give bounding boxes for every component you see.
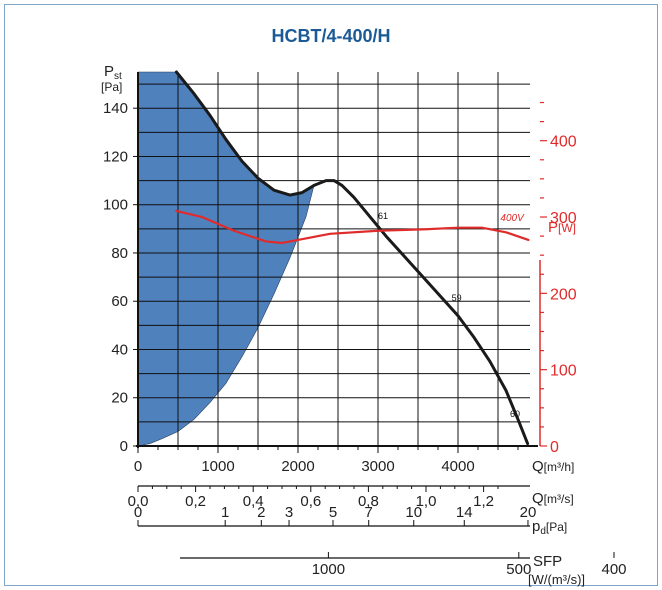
y2-tick-label: 0 [550, 439, 559, 456]
y2-tick-label: 200 [550, 286, 577, 303]
y-tick-label: 100 [103, 197, 128, 214]
scale-tick-label: 3 [285, 504, 293, 521]
scale-tick-label: 2 [257, 504, 265, 521]
scale-tick-label: 1 [221, 504, 229, 521]
scale-label-pd: pd[Pa] [532, 518, 567, 537]
y-tick-label: 40 [111, 341, 128, 358]
y-tick-label: 140 [103, 100, 128, 117]
scale-tick-label: 0,0 [128, 493, 149, 510]
annotation-label: 60 [510, 409, 520, 419]
y-axis-unit: [Pa] [101, 80, 122, 94]
x-tick-label: 2000 [281, 458, 314, 475]
annotation-label: 400V [500, 213, 525, 224]
scale-tick-label: 1,2 [473, 493, 494, 510]
y-tick-label: 20 [111, 390, 128, 407]
scale-tick-label: 0,4 [243, 493, 264, 510]
power-curve [175, 209, 530, 245]
x-tick-label: 4000 [441, 458, 474, 475]
scale-tick-label: 0 [134, 504, 142, 521]
scale-tick-label: 14 [456, 504, 473, 521]
x-tick-label: 3000 [361, 458, 394, 475]
x-tick-label: 1000 [201, 458, 234, 475]
y2-tick-label: 100 [550, 363, 577, 380]
scale-tick-label: 10 [405, 504, 422, 521]
shaded-region [137, 71, 315, 447]
y-tick-label: 80 [111, 245, 128, 262]
y2-tick-label: 400 [550, 134, 577, 151]
chart-title: HCBT/4-400/H [271, 26, 390, 46]
scale-tick-label: 0,2 [185, 493, 206, 510]
scale-tick-label: 500 [506, 561, 531, 578]
scale-tick-label: 0,8 [358, 493, 379, 510]
x-tick-label: 0 [134, 458, 142, 475]
pressure-curve [174, 70, 530, 446]
scale-unit-sfp: [W/(m³/s)] [528, 572, 585, 587]
y-tick-label: 120 [103, 148, 128, 165]
y2-tick-label: 300 [550, 210, 577, 227]
scale-tick-label: 1,0 [416, 493, 437, 510]
annotation-label: 61 [378, 211, 388, 221]
scale-label-sfp: SFP [533, 553, 562, 570]
scale-tick-label: 5 [329, 504, 337, 521]
annotation-label: 59 [452, 293, 462, 303]
chart-frame [4, 4, 658, 586]
scale-tick-label: 20 [520, 504, 537, 521]
y2-axis-label: P[W] [548, 219, 576, 236]
scale-tick-label: 7 [365, 504, 373, 521]
y-tick-label: 0 [120, 438, 128, 455]
scale-tick-label: 0,6 [300, 493, 321, 510]
scale-label-m3s: Q[m³/s] [532, 490, 574, 507]
y-axis-label: Pst [104, 63, 122, 82]
y-tick-label: 60 [111, 293, 128, 310]
x-axis-label: Q[m³/h] [532, 458, 574, 475]
scale-tick-label: 1000 [312, 561, 345, 578]
scale-tick-label: 400 [601, 561, 626, 578]
